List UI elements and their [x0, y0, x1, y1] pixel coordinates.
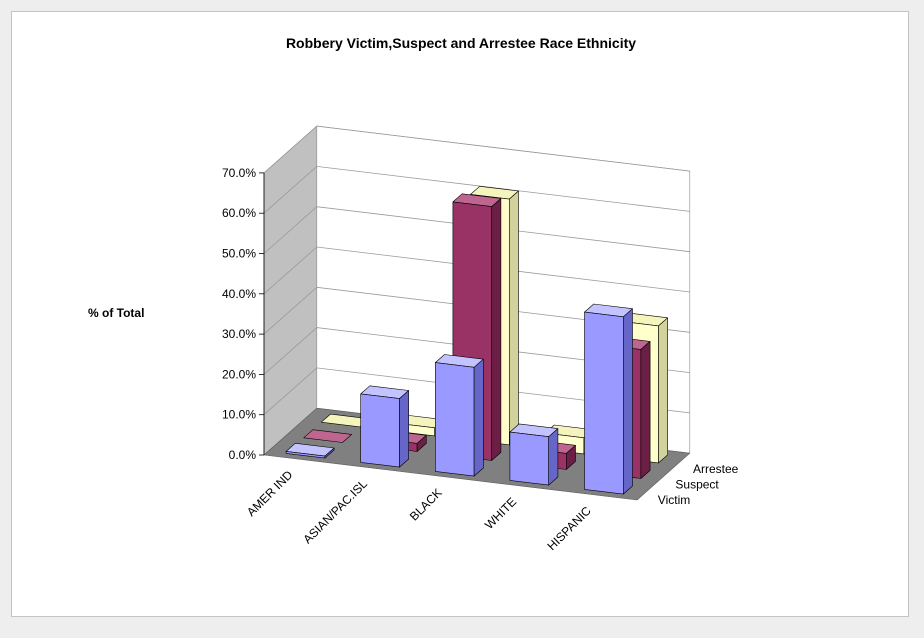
bar-victim-hispanic-side — [622, 308, 633, 495]
x-tick-label: BLACK — [407, 486, 445, 524]
bar-suspect-amer-ind-top — [303, 429, 353, 443]
series-label: Suspect — [675, 478, 719, 492]
bar-victim-white-side — [548, 428, 559, 486]
bar-victim-asian-pac-isl — [360, 393, 400, 468]
y-tick-label: 10.0% — [222, 408, 256, 422]
gridline — [263, 206, 690, 254]
bar-victim-black — [434, 362, 475, 477]
y-tick-label: 0.0% — [229, 448, 257, 462]
chart-title: Robbery Victim,Suspect and Arrestee Race… — [285, 35, 637, 51]
bar-suspect-white-side — [565, 444, 576, 470]
gridline — [263, 246, 690, 295]
x-tick-label: ASIAN/PAC.ISL — [300, 476, 370, 546]
bar-suspect-asian-pac-isl-side — [416, 434, 427, 452]
gridline — [263, 327, 690, 375]
gridline — [263, 286, 690, 335]
y-tick-label: 70.0% — [222, 166, 256, 180]
chart-frame: Robbery Victim,Suspect and Arrestee Race… — [11, 11, 909, 617]
bar-victim-black-side — [473, 358, 484, 477]
x-tick-label: WHITE — [482, 495, 519, 532]
bar-victim-asian-pac-isl-side — [399, 390, 410, 468]
y-tick-label: 60.0% — [222, 206, 256, 220]
y-axis-label: % of Total — [88, 306, 145, 320]
gridline — [263, 125, 690, 174]
x-tick-label: HISPANIC — [544, 503, 594, 553]
bar-suspect-black-side — [491, 198, 502, 461]
bar-arrestee-hispanic-side — [658, 317, 669, 464]
y-tick-label: 20.0% — [222, 367, 256, 381]
series-label: Arrestee — [693, 462, 739, 476]
chart-plot: 0.0% 10.0% 20.0% 30.0% 40.0% 50.0% 60.0% 70.0% A… — [222, 125, 739, 553]
bar-arrestee-black-side — [508, 190, 519, 446]
y-tick-label: 50.0% — [222, 247, 256, 261]
gridline — [263, 367, 690, 415]
bar-victim-hispanic — [584, 311, 624, 495]
bar-victim-amer-ind-side — [324, 447, 335, 459]
bar-victim-white — [509, 431, 550, 486]
bar-suspect-hispanic-side — [640, 341, 651, 479]
gridline — [263, 165, 690, 214]
y-tick-label: 40.0% — [222, 287, 256, 301]
series-label: Victim — [658, 493, 690, 507]
y-tick-label: 30.0% — [222, 327, 256, 341]
back-side-wall — [263, 125, 318, 456]
x-tick-label: AMER IND — [244, 467, 296, 519]
